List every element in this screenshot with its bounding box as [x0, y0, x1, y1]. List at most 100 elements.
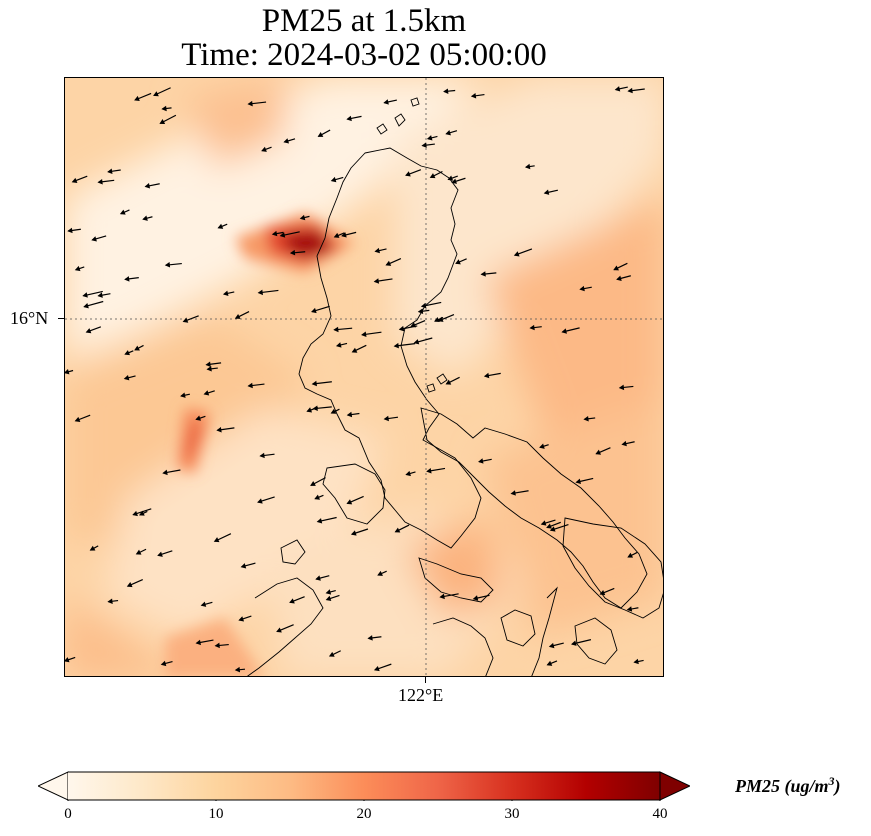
wind-arrow-head [74, 416, 81, 422]
wind-arrow-head [206, 366, 212, 372]
wind-arrow-head [123, 374, 130, 381]
wind-arrow-head [119, 209, 126, 215]
wind-arrow-head [346, 411, 353, 418]
wind-arrow-head [443, 88, 449, 94]
wind-arrow-head [529, 324, 535, 331]
colorbar-label: PM25 (ug/m3) [735, 774, 841, 797]
wind-arrow-head [283, 138, 290, 144]
wind-arrow-head [393, 342, 399, 349]
wind-arrow-head [97, 179, 103, 185]
wind-arrow-head [330, 408, 337, 414]
wind-arrow-head [71, 177, 78, 183]
wind-arrow-head [311, 380, 317, 387]
wind-arrow-head [434, 316, 440, 323]
wind-arrow-head [65, 657, 70, 663]
wind-arrow-head [91, 236, 97, 242]
gridlines [65, 78, 663, 676]
wind-arrow-head [426, 135, 433, 141]
wind-arrow-head [259, 452, 265, 459]
wind-arrow-head [480, 271, 486, 277]
wind-arrow-head [160, 660, 167, 667]
wind-arrow-head [214, 642, 220, 649]
wind-arrow-head [162, 469, 168, 476]
wind-arrow-head [134, 345, 140, 351]
wind-arrow-head [546, 523, 552, 529]
wind-vectors [65, 86, 645, 673]
colorbar-tick-label-20: 20 [356, 806, 372, 822]
wind-arrow-head [157, 551, 163, 557]
map-panel [64, 77, 664, 677]
wind-arrow-head [205, 361, 211, 367]
wind-arrow-head [621, 440, 627, 447]
wind-arrow-head [107, 598, 113, 604]
wind-arrow-head [314, 494, 320, 500]
wind-arrow-head [195, 415, 201, 421]
wind-arrow-head [472, 595, 479, 601]
colorbar-label-close: ) [834, 776, 841, 796]
wind-arrow-head [346, 499, 353, 505]
wind-arrow-head [478, 458, 484, 464]
wind-arrow-head [74, 265, 81, 272]
colorbar-label-exponent: 3 [828, 774, 835, 788]
wind-arrow-head [328, 651, 335, 657]
wind-arrow-head [383, 99, 389, 105]
wind-arrow-head [447, 175, 454, 181]
colorbar-extend-min [38, 771, 69, 801]
wind-arrow-head [238, 616, 245, 622]
wind-arrow-head [350, 530, 357, 536]
wind-arrow-head [289, 598, 295, 604]
wind-arrow-head [310, 481, 316, 486]
colorbar [38, 771, 690, 801]
wind-arrow-head [126, 582, 133, 588]
wind-arrow-head [159, 119, 166, 124]
wind-arrow-head [543, 189, 550, 195]
wind-arrow-head [65, 369, 70, 375]
wind-arrow-head [257, 289, 263, 296]
wind-arrow-head [539, 443, 545, 449]
wind-arrow-head [439, 593, 445, 600]
title-line-1: PM25 at 1.5km [261, 3, 467, 39]
wind-arrow-head [483, 372, 490, 379]
wind-arrow-head [405, 171, 411, 177]
wind-arrow-head [138, 510, 145, 516]
wind-arrow-head [333, 232, 340, 238]
colorbar-tick-label-0: 0 [64, 806, 72, 822]
wind-arrow-head [85, 328, 92, 334]
wind-arrow-head [429, 173, 436, 179]
wind-arrow-head [89, 545, 96, 551]
wind-arrow-head [333, 326, 339, 333]
wind-arrow-head [164, 262, 171, 268]
wind-arrow-head [195, 639, 201, 646]
wind-arrow-head [134, 95, 140, 102]
wind-arrow-head [618, 384, 625, 391]
wind-arrow-head [420, 302, 427, 309]
wind-arrow-head [540, 520, 547, 526]
wind-arrow-head [445, 379, 452, 385]
wind-arrow-head [410, 322, 417, 328]
wind-arrow-head [510, 490, 516, 496]
wind-arrow-head [351, 347, 358, 353]
wind-arrow-head [398, 325, 405, 332]
wind-arrow-head [325, 595, 332, 602]
title-line-2: Time: 2024-03-02 05:00:00 [181, 37, 547, 73]
lat-tick-label: 16°N [10, 308, 49, 328]
wind-arrow-head [341, 232, 347, 238]
wind-arrow-head [67, 227, 73, 234]
wind-arrow-head [180, 392, 186, 398]
wind-arrow-head [583, 416, 589, 422]
wind-arrow-head [346, 115, 352, 122]
colorbar-tick-marks [67, 800, 661, 801]
wind-arrow-head [124, 350, 130, 356]
wind-arrow-head [83, 303, 89, 309]
wind-arrow-head [247, 100, 253, 107]
wind-arrow-head [546, 660, 553, 666]
wind-arrow-head [627, 552, 634, 558]
colorbar-tick-label-40: 40 [652, 806, 668, 822]
wind-arrow-head [144, 183, 151, 189]
pm25-field-map [65, 78, 663, 676]
wind-arrow-head [470, 92, 477, 99]
wind-arrow-head [261, 146, 267, 152]
colorbar-label-text: PM25 (ug/m [735, 776, 829, 796]
wind-arrow-head [279, 232, 286, 238]
wind-arrow-head [377, 570, 383, 576]
